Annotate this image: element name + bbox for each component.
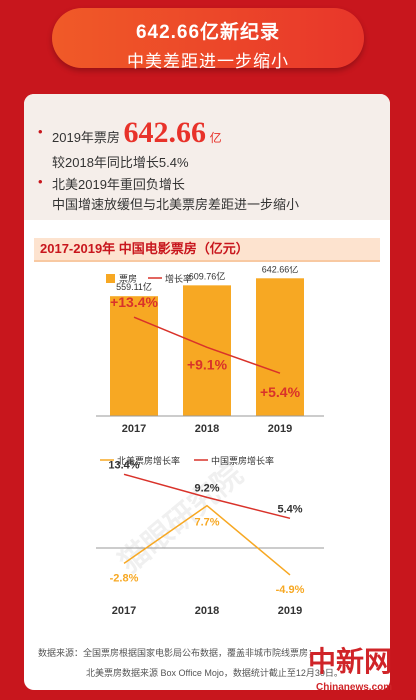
summary-line-1: 2019年票房 642.66 亿 [52,116,222,150]
summary-line-3: 北美2019年重回负增长 [52,177,185,192]
banner-subtitle: 中美差距进一步缩小 [127,52,289,71]
na-growth-line [123,504,291,576]
na-value-label: -4.9% [276,584,305,596]
cn-growth-line [123,473,291,520]
x-tick-label: 2019 [278,605,302,617]
bar-2017 [110,296,158,416]
na-value-label: 7.7% [194,517,219,529]
x-tick-label: 2017 [112,605,136,617]
growth-value-label: +9.1% [187,356,228,372]
bar-2019 [256,278,304,416]
banner-title: 642.66亿新纪录 [135,22,281,43]
x-tick-label: 2019 [268,423,292,435]
box-office-value: 642.66 [123,116,207,149]
bullet-marker: • [38,124,43,139]
legend-bar-label: 票房 [119,273,137,284]
bar-value-label: 642.66亿 [262,266,299,274]
legend-cn-label: 中国票房增长率 [211,455,274,466]
cn-value-label: 5.4% [277,503,302,515]
source-line-2: 北美票房数据来源 Box Office Mojo，数据统计截止至12月30日。 [86,668,343,678]
growth-comparison-chart: 北美票房增长率 中国票房增长率 -2.8% 7.7% -4.9% 13.4% 9.2% 5.4… [96,455,324,617]
cn-value-label: 13.4% [108,459,139,471]
source-line-1: 数据来源：全国票房根据国家电影局公布数据，覆盖非城市院线票房； [38,648,318,658]
chinanews-logo-sub: Chinanews.com [316,682,393,693]
x-tick-label: 2018 [195,605,219,617]
content-card: • 2019年票房 642.66 亿 较2018年同比增长5.4% • 北美20… [24,94,390,690]
growth-value-label: +5.4% [260,384,301,400]
growth-line [133,316,281,374]
box-office-unit: 亿 [209,131,222,145]
x-tick-label: 2018 [195,423,219,435]
na-value-label: -2.8% [110,572,139,584]
chinanews-logo: 中新网 [308,647,393,678]
summary-line-4: 中国增速放缓但与北美票房差距进一步缩小 [52,197,300,212]
title-banner: 642.66亿新纪录 中美差距进一步缩小 [52,8,364,71]
bar-2018 [183,285,231,416]
bar-value-label: 559.11亿 [116,281,152,292]
bullet-marker: • [38,174,43,189]
box-office-chart: 票房 增长率 559.11亿 609.76亿 642.66亿 2017 2018 2019 +1… [96,266,324,435]
section-title: 2017-2019年 中国电影票房（亿元） [34,238,380,260]
bar-value-label: 609.76亿 [189,270,226,281]
section-divider [34,260,380,262]
growth-value-label: +13.4% [110,294,158,310]
summary-prefix: 2019年票房 [52,130,120,145]
cn-value-label: 9.2% [194,482,219,494]
x-tick-label: 2017 [122,423,146,435]
summary-line-2: 较2018年同比增长5.4% [52,155,189,170]
legend-bar-swatch [106,274,115,283]
legend-na-label: 北美票房增长率 [117,455,180,466]
summary-box: • 2019年票房 642.66 亿 较2018年同比增长5.4% • 北美20… [24,94,390,220]
legend-line-label: 增长率 [165,273,192,284]
